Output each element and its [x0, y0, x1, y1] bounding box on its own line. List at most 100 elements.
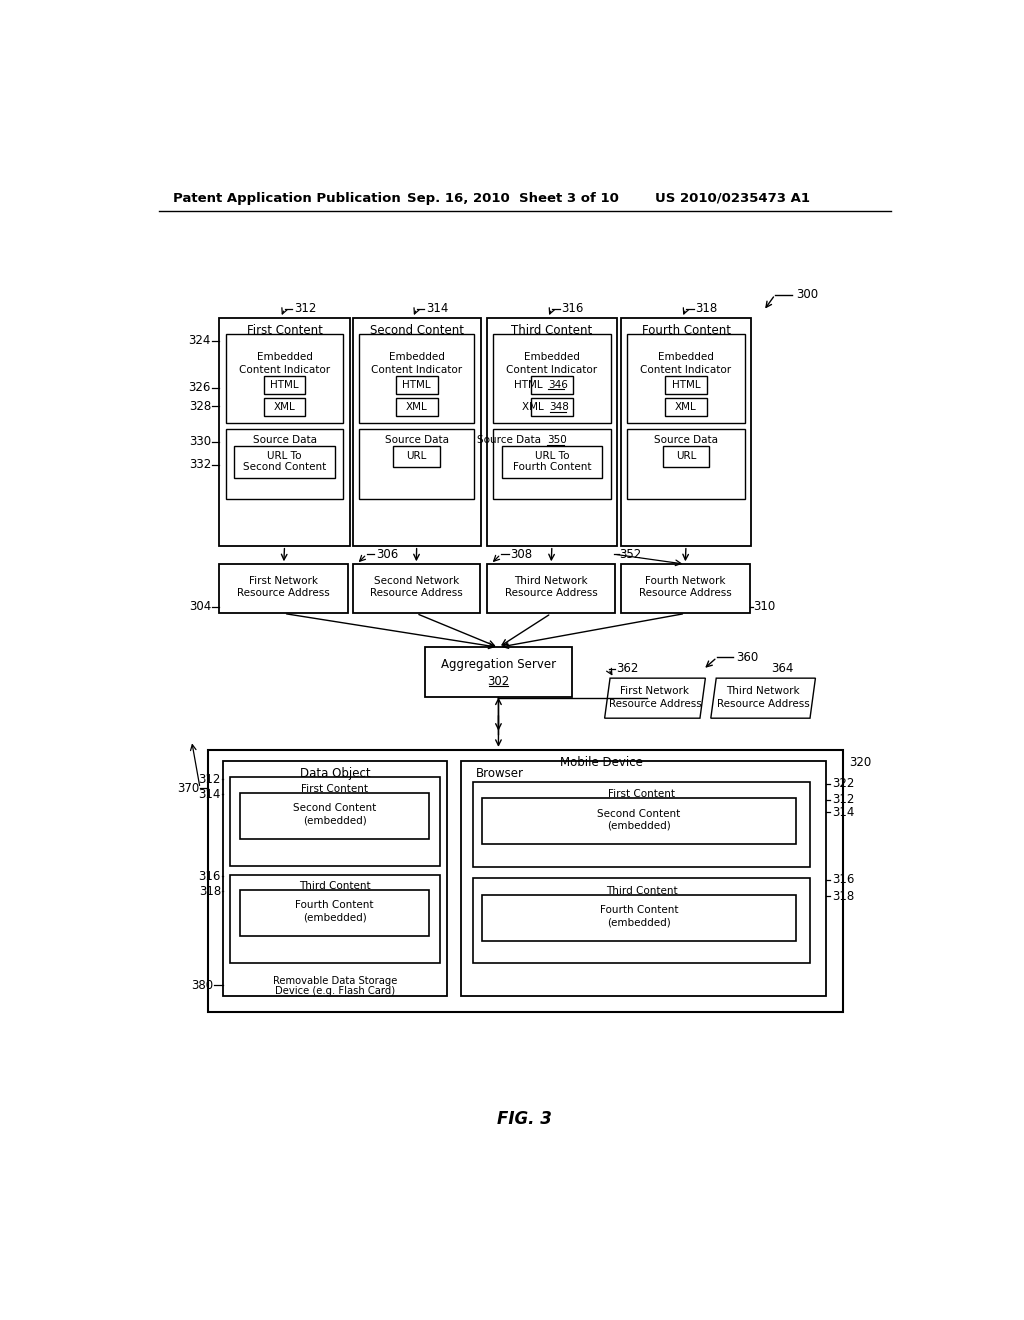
Text: 364: 364 [771, 663, 794, 676]
Text: Content Indicator: Content Indicator [239, 366, 330, 375]
Text: Second Content: Second Content [370, 323, 464, 337]
Bar [393, 446, 440, 467]
Bar [665, 376, 707, 395]
Text: 314: 314 [831, 805, 854, 818]
Text: Sep. 16, 2010  Sheet 3 of 10: Sep. 16, 2010 Sheet 3 of 10 [407, 191, 618, 205]
Text: First Content: First Content [247, 323, 323, 337]
Text: 304: 304 [188, 601, 211, 612]
Bar [665, 397, 707, 416]
Text: 300: 300 [796, 288, 818, 301]
Bar [395, 397, 437, 416]
Text: 316: 316 [561, 302, 584, 315]
Bar [663, 446, 710, 467]
Bar [482, 799, 796, 845]
Text: Resource Address: Resource Address [505, 589, 598, 598]
Text: First Network: First Network [249, 576, 318, 586]
Bar [627, 429, 744, 499]
Text: Second Content: Second Content [597, 809, 681, 818]
Text: US 2010/0235473 A1: US 2010/0235473 A1 [655, 191, 810, 205]
Text: 312: 312 [831, 793, 854, 807]
Text: HTML: HTML [514, 380, 546, 389]
Text: Resource Address: Resource Address [639, 589, 731, 598]
Text: 322: 322 [831, 777, 854, 791]
Bar [621, 564, 750, 614]
Text: 306: 306 [376, 548, 398, 561]
Text: 360: 360 [736, 651, 759, 664]
Text: 302: 302 [487, 675, 510, 688]
Text: 362: 362 [616, 663, 639, 676]
Text: FIG. 3: FIG. 3 [498, 1110, 552, 1129]
Text: (embedded): (embedded) [303, 816, 367, 825]
Text: 332: 332 [188, 458, 211, 471]
Bar [359, 429, 474, 499]
Bar [627, 334, 744, 422]
Bar [225, 334, 343, 422]
Text: Patent Application Publication: Patent Application Publication [173, 191, 400, 205]
Bar [473, 781, 810, 867]
Text: Fourth Network: Fourth Network [645, 576, 725, 586]
Text: 326: 326 [188, 381, 211, 395]
Bar [263, 397, 305, 416]
Text: HTML: HTML [402, 380, 431, 389]
Text: Second Content: Second Content [293, 804, 376, 813]
Text: Embedded: Embedded [658, 352, 714, 362]
Text: HTML: HTML [672, 380, 700, 389]
Text: XML: XML [406, 403, 428, 412]
Bar [240, 793, 429, 840]
Text: Content Indicator: Content Indicator [506, 366, 597, 375]
Text: XML: XML [675, 403, 697, 412]
Text: Source Data: Source Data [477, 436, 544, 445]
Text: Content Indicator: Content Indicator [371, 366, 462, 375]
Bar [230, 777, 439, 866]
Text: HTML: HTML [270, 380, 299, 389]
Text: 324: 324 [188, 334, 211, 347]
Text: Second Network: Second Network [374, 576, 459, 586]
Text: First Content: First Content [301, 784, 369, 795]
Text: Device (e.g. Flash Card): Device (e.g. Flash Card) [274, 986, 395, 995]
Text: Embedded: Embedded [524, 352, 580, 362]
Text: XML: XML [273, 403, 296, 412]
Text: URL: URL [676, 451, 696, 462]
Bar [493, 429, 611, 499]
Bar [222, 762, 447, 997]
Bar [473, 878, 810, 964]
Bar [225, 429, 343, 499]
Text: 348: 348 [550, 403, 569, 412]
Bar [263, 376, 305, 395]
Text: Second Content: Second Content [243, 462, 327, 473]
Text: 350: 350 [547, 436, 567, 445]
Text: Content Indicator: Content Indicator [640, 366, 731, 375]
Bar [486, 564, 615, 614]
Bar [395, 376, 437, 395]
Bar [352, 318, 480, 545]
Text: First Network: First Network [621, 686, 689, 696]
Bar [486, 318, 617, 545]
Bar [531, 397, 572, 416]
Text: 316: 316 [831, 874, 854, 887]
Text: 316: 316 [199, 870, 221, 883]
Bar [531, 376, 572, 395]
Text: 318: 318 [831, 890, 854, 903]
Text: Embedded: Embedded [257, 352, 312, 362]
Text: Embedded: Embedded [389, 352, 444, 362]
Polygon shape [604, 678, 706, 718]
Text: Data Object: Data Object [300, 767, 371, 780]
Text: URL To: URL To [267, 451, 302, 462]
Text: 380: 380 [191, 979, 213, 991]
Text: Mobile Device: Mobile Device [560, 755, 643, 768]
Bar [359, 334, 474, 422]
Text: First Content: First Content [608, 789, 675, 800]
Text: Source Data: Source Data [385, 436, 449, 445]
Text: Fourth Content: Fourth Content [513, 462, 591, 473]
Bar [240, 890, 429, 936]
Text: Fourth Content: Fourth Content [295, 900, 374, 911]
Bar [482, 895, 796, 941]
Text: Browser: Browser [476, 767, 524, 780]
Text: Resource Address: Resource Address [238, 589, 330, 598]
Polygon shape [711, 678, 815, 718]
Text: Third Content: Third Content [605, 886, 677, 896]
Bar [234, 446, 335, 478]
Text: 370: 370 [177, 781, 200, 795]
Text: 330: 330 [188, 436, 211, 449]
Text: 352: 352 [620, 548, 642, 561]
